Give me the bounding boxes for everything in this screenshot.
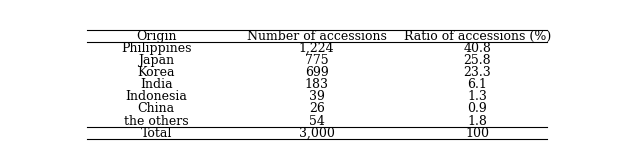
Text: 39: 39 <box>309 90 324 103</box>
Text: 1.8: 1.8 <box>467 115 487 128</box>
Text: 3,000: 3,000 <box>298 127 335 140</box>
Text: Indonesia: Indonesia <box>125 90 187 103</box>
Text: 54: 54 <box>309 115 324 128</box>
Text: 183: 183 <box>305 78 329 91</box>
Text: 6.1: 6.1 <box>467 78 487 91</box>
Text: 25.8: 25.8 <box>464 54 491 67</box>
Text: Origin: Origin <box>136 30 177 43</box>
Text: Number of accessions: Number of accessions <box>247 30 387 43</box>
Text: Korea: Korea <box>138 66 175 79</box>
Text: 699: 699 <box>305 66 329 79</box>
Text: 26: 26 <box>309 102 324 115</box>
Text: India: India <box>140 78 172 91</box>
Text: China: China <box>138 102 175 115</box>
Text: Philippines: Philippines <box>121 42 192 55</box>
Text: Japan: Japan <box>138 54 174 67</box>
Text: Total: Total <box>140 127 172 140</box>
Text: 1.3: 1.3 <box>467 90 487 103</box>
Text: 40.8: 40.8 <box>464 42 491 55</box>
Text: 100: 100 <box>465 127 489 140</box>
Text: 775: 775 <box>305 54 329 67</box>
Text: 23.3: 23.3 <box>464 66 491 79</box>
Text: Ratio of accessions (%): Ratio of accessions (%) <box>404 30 551 43</box>
Text: the others: the others <box>124 115 188 128</box>
Text: 1,224: 1,224 <box>299 42 334 55</box>
Text: 0.9: 0.9 <box>467 102 487 115</box>
